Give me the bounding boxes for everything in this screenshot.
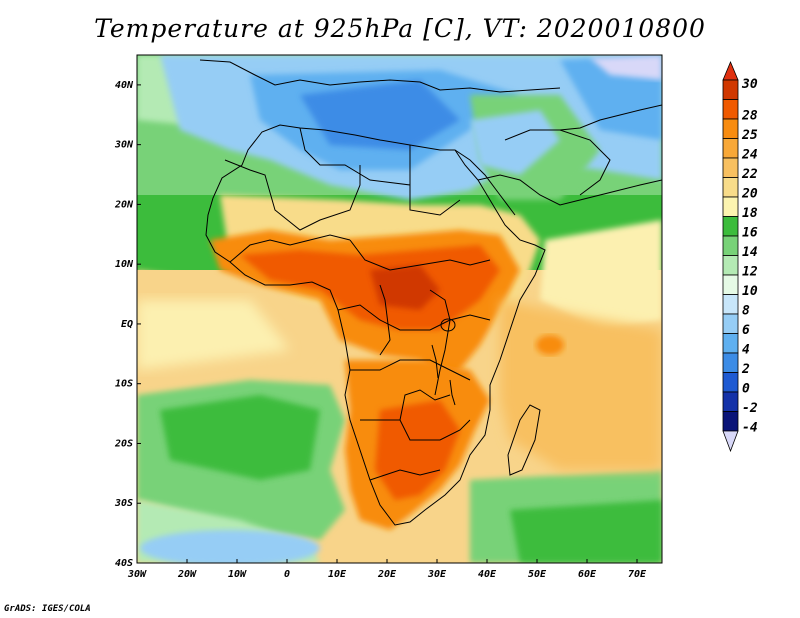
- lat-tick-label: 10N: [115, 259, 134, 270]
- colorbar-label: 20: [741, 186, 758, 201]
- lon-tick-label: 70E: [628, 569, 647, 580]
- colorbar-swatch: [722, 274, 739, 295]
- lon-tick-label: 40E: [478, 569, 497, 580]
- colorbar-label: 16: [742, 225, 758, 240]
- lon-tick-label: 50E: [528, 569, 547, 580]
- lat-tick-label: 30S: [114, 498, 133, 509]
- colorbar-swatch: [722, 177, 739, 198]
- lon-tick-label: 0: [284, 569, 290, 580]
- colorbar-label: 6: [742, 323, 750, 338]
- border-9: [369, 469, 441, 481]
- colorbar-swatch: [722, 138, 739, 159]
- colorbar-swatch: [722, 372, 739, 393]
- border-10: [399, 389, 451, 421]
- border-8: [360, 419, 471, 441]
- lat-tick-label: EQ: [121, 319, 133, 330]
- longitude-axis: 30W 20W 10W 0 10E 20E 30E 40E 50E 60E 70E: [127, 559, 647, 580]
- madagascar-coastline: [507, 404, 541, 476]
- colorbar-label: -4: [742, 420, 758, 435]
- colorbar-label: 8: [742, 303, 750, 318]
- lat-tick-label: 30N: [114, 140, 134, 151]
- colorbar-label: 24: [741, 147, 758, 162]
- africa-coastline: [205, 124, 546, 526]
- tropical-hot-core: [240, 245, 500, 330]
- latitude-axis: 40N 30N 20N 10N EQ 10S 20S 30S 40S: [114, 80, 141, 569]
- colorbar-swatch: [722, 196, 739, 217]
- lat-tick-label: 40N: [115, 80, 134, 91]
- lon-tick-label: 10E: [328, 569, 347, 580]
- border-4: [229, 234, 351, 263]
- lon-tick-label: 60E: [578, 569, 597, 580]
- arabia-peninsula: [504, 129, 611, 196]
- south-indian-dark-green: [510, 500, 662, 563]
- colorbar-label: 0: [742, 381, 750, 396]
- colorbar-swatch: [722, 235, 739, 256]
- border-1: [224, 159, 361, 231]
- colorbar-swatch: [722, 411, 739, 432]
- colorbar-swatch: [722, 79, 739, 100]
- tropical-hottest-core: [370, 265, 440, 310]
- red-sea-coast: [454, 149, 516, 216]
- lat-tick-label: 40S: [115, 558, 133, 569]
- colorbar-swatch: [722, 313, 739, 334]
- colorbar-label: 10: [742, 284, 758, 299]
- colorbar-label: -2: [742, 401, 758, 416]
- plot-frame: [136, 54, 663, 564]
- map-title: Temperature at 925hPa [C], VT: 202001080…: [94, 14, 706, 43]
- indian-ocean-warm-spot: [536, 335, 564, 355]
- colorbar-swatch: [722, 157, 739, 178]
- colorbar-swatch: [722, 118, 739, 139]
- lake-victoria: [440, 318, 456, 332]
- colorbar-label: 4: [742, 342, 750, 357]
- persian-gulf: [559, 104, 662, 131]
- colorbar-label: 12: [742, 264, 758, 279]
- lon-tick-label: 30E: [427, 569, 447, 580]
- colorbar-swatch: [722, 255, 739, 276]
- arabia-coastline: [477, 174, 662, 206]
- southern-africa-hot-core: [375, 400, 460, 500]
- colorbar-label: 14: [742, 245, 758, 260]
- temperature-field: [137, 55, 662, 563]
- colorbar-swatch: [722, 99, 739, 120]
- colorbar-label: 28: [741, 108, 758, 123]
- south-cool-patch: [140, 530, 320, 563]
- colorbar-swatch: [722, 391, 739, 412]
- lon-tick-label: 20W: [177, 569, 197, 580]
- colorbar-label: 2: [741, 362, 750, 377]
- border-7: [350, 359, 471, 381]
- border-2: [299, 127, 461, 216]
- lon-tick-label: 10W: [228, 569, 247, 580]
- northeast-coldest-patch: [590, 55, 662, 80]
- lat-tick-label: 20N: [114, 199, 134, 210]
- colorbar-swatch: [722, 294, 739, 315]
- colorbar-top-arrow: [722, 60, 739, 81]
- border-12: [429, 289, 451, 396]
- colorbar-swatch: [722, 352, 739, 373]
- lon-tick-label: 20E: [377, 569, 397, 580]
- border-6: [337, 304, 491, 331]
- credit-label: GrADS: IGES/COLA: [4, 604, 91, 614]
- lake-tanganyika: [431, 344, 439, 379]
- atlantic-pale-patch: [137, 300, 290, 370]
- coastlines: [199, 59, 662, 526]
- border-11: [379, 284, 391, 356]
- colorbar-label: 22: [741, 167, 758, 182]
- colorbar-label: 30: [741, 77, 758, 92]
- colorbar-swatch: [722, 216, 739, 237]
- colorbar-swatch: [722, 333, 739, 354]
- colorbar-label: 18: [742, 206, 758, 221]
- colorbar-bottom-arrow: [722, 430, 739, 453]
- border-5: [349, 239, 491, 271]
- south-atlantic-dark-green: [160, 395, 320, 480]
- lake-malawi: [449, 379, 456, 406]
- europe-coastline: [199, 59, 561, 93]
- lon-tick-label: 30W: [127, 569, 147, 580]
- colorbar-label: 25: [741, 128, 758, 143]
- arabian-sea-pale: [540, 220, 662, 330]
- lat-tick-label: 10S: [115, 379, 133, 390]
- lat-tick-label: 20S: [114, 438, 133, 449]
- arabia-cool: [470, 110, 560, 175]
